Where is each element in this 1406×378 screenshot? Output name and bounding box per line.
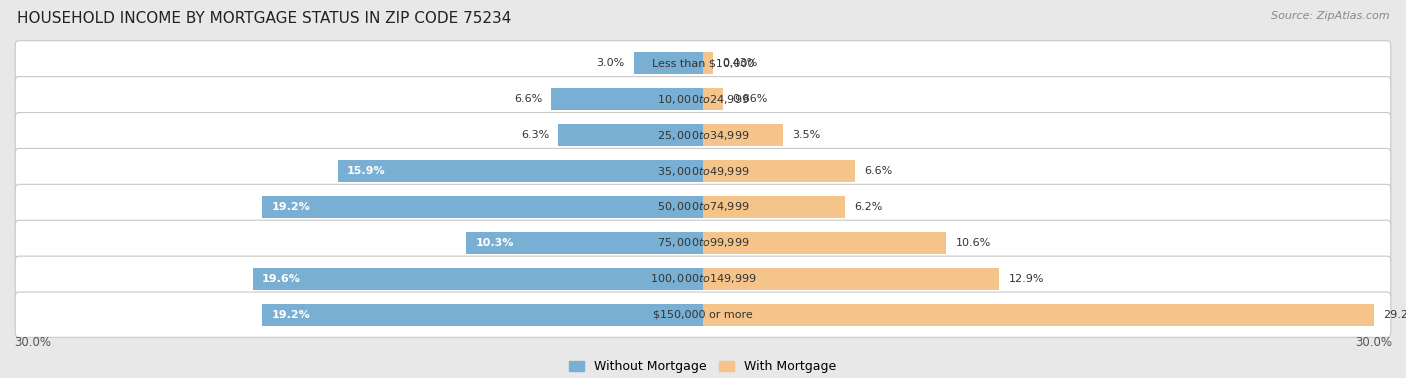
Bar	[467, 232, 703, 254]
Text: Source: ZipAtlas.com: Source: ZipAtlas.com	[1271, 11, 1389, 21]
FancyBboxPatch shape	[15, 113, 1391, 158]
Text: 19.2%: 19.2%	[271, 202, 309, 212]
Text: $75,000 to $99,999: $75,000 to $99,999	[657, 236, 749, 249]
Bar	[262, 304, 703, 326]
Text: 6.2%: 6.2%	[855, 202, 883, 212]
FancyBboxPatch shape	[15, 220, 1391, 265]
Bar	[703, 268, 1000, 290]
FancyBboxPatch shape	[15, 256, 1391, 301]
Text: Less than $10,000: Less than $10,000	[652, 58, 754, 68]
Text: 3.0%: 3.0%	[596, 58, 624, 68]
Text: 10.6%: 10.6%	[956, 238, 991, 248]
Bar	[551, 88, 703, 110]
Text: $150,000 or more: $150,000 or more	[654, 310, 752, 320]
Legend: Without Mortgage, With Mortgage: Without Mortgage, With Mortgage	[564, 355, 842, 378]
Text: 0.86%: 0.86%	[733, 94, 768, 104]
FancyBboxPatch shape	[15, 292, 1391, 337]
Text: 3.5%: 3.5%	[793, 130, 821, 140]
Text: 30.0%: 30.0%	[1355, 336, 1392, 349]
FancyBboxPatch shape	[15, 41, 1391, 86]
Bar	[253, 268, 703, 290]
Text: $50,000 to $74,999: $50,000 to $74,999	[657, 200, 749, 214]
Text: 19.2%: 19.2%	[271, 310, 309, 320]
Text: 19.6%: 19.6%	[262, 274, 301, 284]
Text: 15.9%: 15.9%	[347, 166, 385, 176]
Bar	[634, 52, 703, 74]
Text: $100,000 to $149,999: $100,000 to $149,999	[650, 272, 756, 285]
Text: $25,000 to $34,999: $25,000 to $34,999	[657, 129, 749, 142]
Bar	[558, 124, 703, 146]
Text: 12.9%: 12.9%	[1008, 274, 1043, 284]
Text: $35,000 to $49,999: $35,000 to $49,999	[657, 164, 749, 178]
Text: HOUSEHOLD INCOME BY MORTGAGE STATUS IN ZIP CODE 75234: HOUSEHOLD INCOME BY MORTGAGE STATUS IN Z…	[17, 11, 512, 26]
Text: 6.6%: 6.6%	[515, 94, 543, 104]
FancyBboxPatch shape	[15, 77, 1391, 122]
Bar	[703, 196, 845, 218]
Bar	[703, 160, 855, 182]
FancyBboxPatch shape	[15, 184, 1391, 229]
Bar	[262, 196, 703, 218]
Text: 29.2%: 29.2%	[1382, 310, 1406, 320]
Text: $10,000 to $24,999: $10,000 to $24,999	[657, 93, 749, 106]
FancyBboxPatch shape	[15, 149, 1391, 194]
Bar	[703, 232, 946, 254]
Text: 6.6%: 6.6%	[863, 166, 891, 176]
Bar	[337, 160, 703, 182]
Bar	[703, 52, 713, 74]
Text: 10.3%: 10.3%	[475, 238, 515, 248]
Text: 6.3%: 6.3%	[520, 130, 550, 140]
Bar	[703, 304, 1374, 326]
Bar	[703, 88, 723, 110]
Text: 0.43%: 0.43%	[723, 58, 758, 68]
Text: 30.0%: 30.0%	[14, 336, 51, 349]
Bar	[703, 124, 783, 146]
